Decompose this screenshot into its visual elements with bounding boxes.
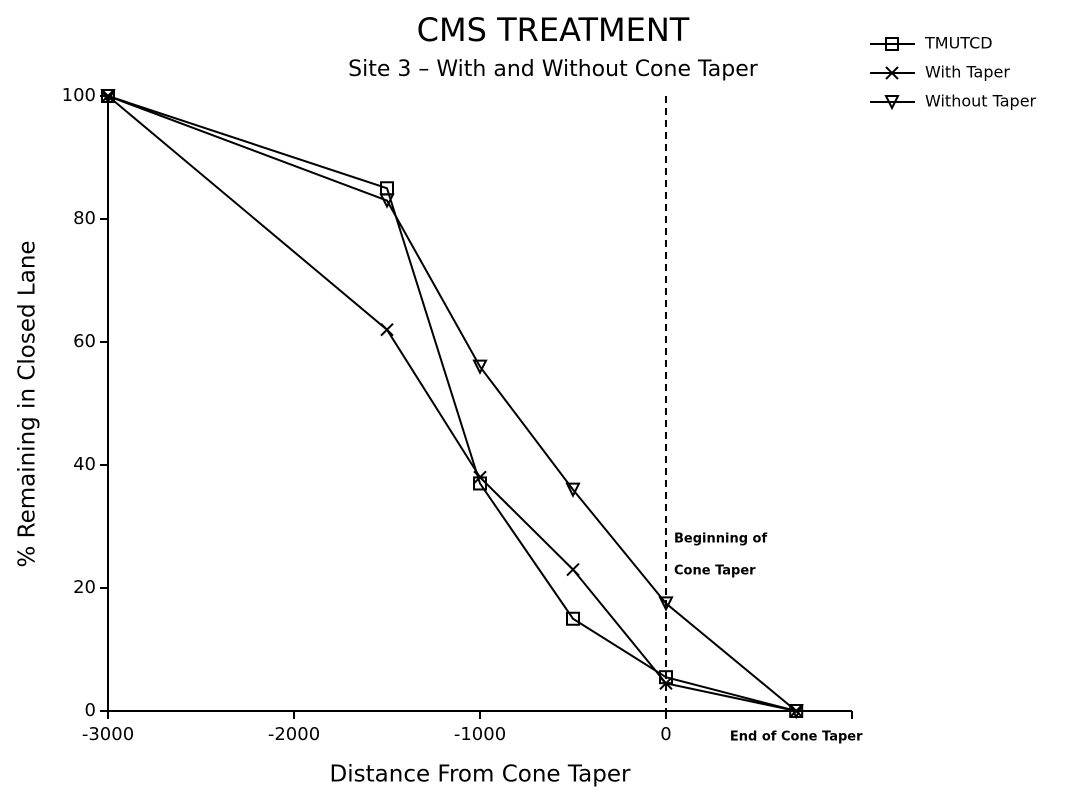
y-tick-label: 40 [73, 454, 96, 475]
marker [100, 89, 116, 105]
marker [566, 611, 580, 626]
legend-label: Without Taper [925, 92, 1037, 111]
y-tick-label: 80 [73, 208, 96, 229]
series-line [107, 95, 797, 712]
legend-label: With Taper [925, 63, 1010, 82]
annotation: Beginning of [674, 531, 767, 546]
chart-title: CMS TREATMENT [417, 11, 690, 49]
series-line [107, 95, 797, 712]
x-tick-label: -1000 [454, 724, 506, 745]
marker [565, 482, 581, 498]
legend-label: TMUTCD [924, 34, 993, 53]
marker [379, 193, 395, 209]
marker [885, 66, 899, 80]
series-line [107, 95, 797, 712]
marker [659, 676, 673, 691]
x-tick-label: -2000 [268, 724, 320, 745]
annotation: End of Cone Taper [730, 730, 863, 745]
y-tick-label: 100 [62, 85, 96, 106]
marker [885, 37, 899, 51]
chart-subtitle: Site 3 – With and Without Cone Taper [348, 57, 759, 82]
marker [473, 470, 487, 485]
x-tick-label: -3000 [82, 724, 134, 745]
marker [658, 596, 674, 612]
marker [884, 95, 900, 111]
marker [380, 322, 394, 337]
y-tick-label: 20 [73, 577, 96, 598]
marker [472, 359, 488, 375]
annotation: Cone Taper [674, 563, 756, 578]
y-axis-label: % Remaining in Closed Lane [15, 240, 41, 567]
marker [566, 562, 580, 577]
y-tick-label: 0 [85, 700, 96, 721]
x-axis-label: Distance From Cone Taper [330, 762, 631, 788]
marker [788, 704, 804, 720]
x-tick-label: 0 [660, 724, 671, 745]
y-tick-label: 60 [73, 331, 96, 352]
